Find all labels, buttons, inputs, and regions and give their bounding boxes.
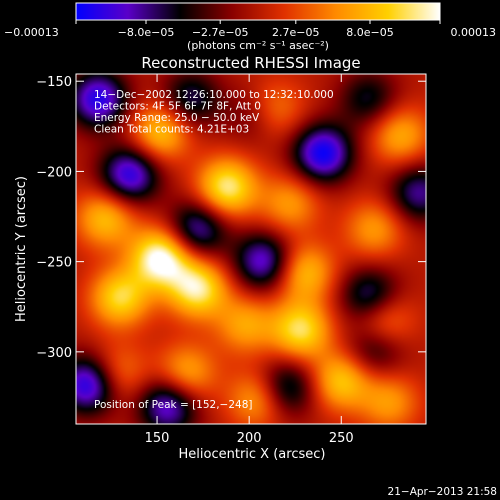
x-tick-label: 150: [145, 431, 170, 446]
y-tick-label: −150: [36, 75, 72, 90]
footer-timestamp: 21−Apr−2013 21:58: [388, 486, 497, 498]
chart-title: Reconstructed RHESSI Image: [141, 54, 360, 72]
colorbar-tick-label: 2.7e−05: [272, 26, 319, 39]
y-tick-label: −250: [36, 256, 72, 271]
y-tick-label: −200: [36, 165, 72, 180]
x-tick-label: 200: [237, 431, 262, 446]
colorbar-tick-label: −8.0e−05: [118, 26, 175, 39]
peak-position-label: Position of Peak = [152,−248]: [94, 399, 253, 411]
x-axis-label: Heliocentric X (arcsec): [179, 447, 326, 462]
annotation-line: Clean Total counts: 4.21E+03: [94, 124, 249, 136]
heatmap-image: [76, 74, 426, 424]
colorbar-units-label: (photons cm⁻² s⁻¹ asec⁻²): [187, 39, 329, 52]
plot-area: [76, 74, 426, 424]
annotation-line: 14−Dec−2002 12:26:10.000 to 12:32:10.000: [94, 89, 334, 101]
colorbar-tick-label: −2.7e−05: [192, 26, 249, 39]
observation-annotations: 14−Dec−2002 12:26:10.000 to 12:32:10.000…: [94, 89, 334, 136]
axis-ticks: 150 200 250 −150 −200 −250 −300: [36, 74, 426, 446]
colorbar-tick-label: 0.00013: [451, 26, 497, 39]
colorbar-ticks: −0.00013 −8.0e−05 −2.7e−05 2.7e−05 8.0e−05 0.…: [4, 20, 496, 39]
annotation-line: Energy Range: 25.0 − 50.0 keV: [94, 112, 260, 124]
x-tick-label: 250: [329, 431, 354, 446]
colorbar: [75, 2, 441, 21]
y-tick-label: −300: [36, 346, 72, 361]
y-axis-label: Heliocentric Y (arcsec): [14, 176, 29, 322]
colorbar-tick-label: −0.00013: [4, 26, 59, 39]
plot-frame: [75, 73, 427, 425]
annotation-line: Detectors: 4F 5F 6F 7F 8F, Att 0: [94, 101, 261, 113]
colorbar-tick-label: 8.0e−05: [346, 26, 393, 39]
